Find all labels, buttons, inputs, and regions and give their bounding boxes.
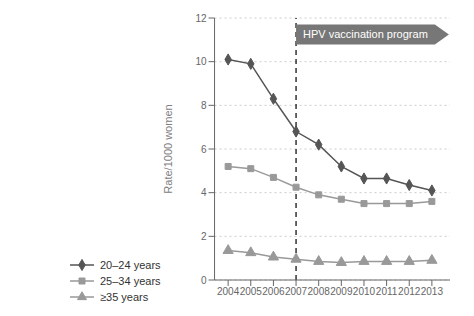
svg-text:2009: 2009 [330,286,353,297]
svg-text:8: 8 [201,100,207,111]
svg-text:10: 10 [195,56,207,67]
html-text:≥35 years: ≥35 years [100,291,149,304]
svg-text:2006: 2006 [262,286,285,297]
svg-text:2007: 2007 [285,286,308,297]
svg-text:2012: 2012 [398,286,421,297]
svg-text:2010: 2010 [353,286,376,297]
svg-text:6: 6 [201,144,207,155]
svg-text:2013: 2013 [421,286,444,297]
svg-text:2: 2 [201,231,207,242]
svg-text:2004: 2004 [217,286,240,297]
svg-text:2011: 2011 [376,286,398,297]
svg-text:12: 12 [195,13,207,24]
html-text:25–34 years: 25–34 years [100,275,161,288]
svg-text:0: 0 [201,275,207,286]
svg-text:HPV vaccination program: HPV vaccination program [303,28,428,40]
svg-text:2008: 2008 [308,286,331,297]
svg-text:Rate/1000 women: Rate/1000 women [162,104,174,193]
html-text:20–24 years: 20–24 years [100,259,161,272]
svg-text:4: 4 [201,187,207,198]
svg-text:2005: 2005 [240,286,263,297]
